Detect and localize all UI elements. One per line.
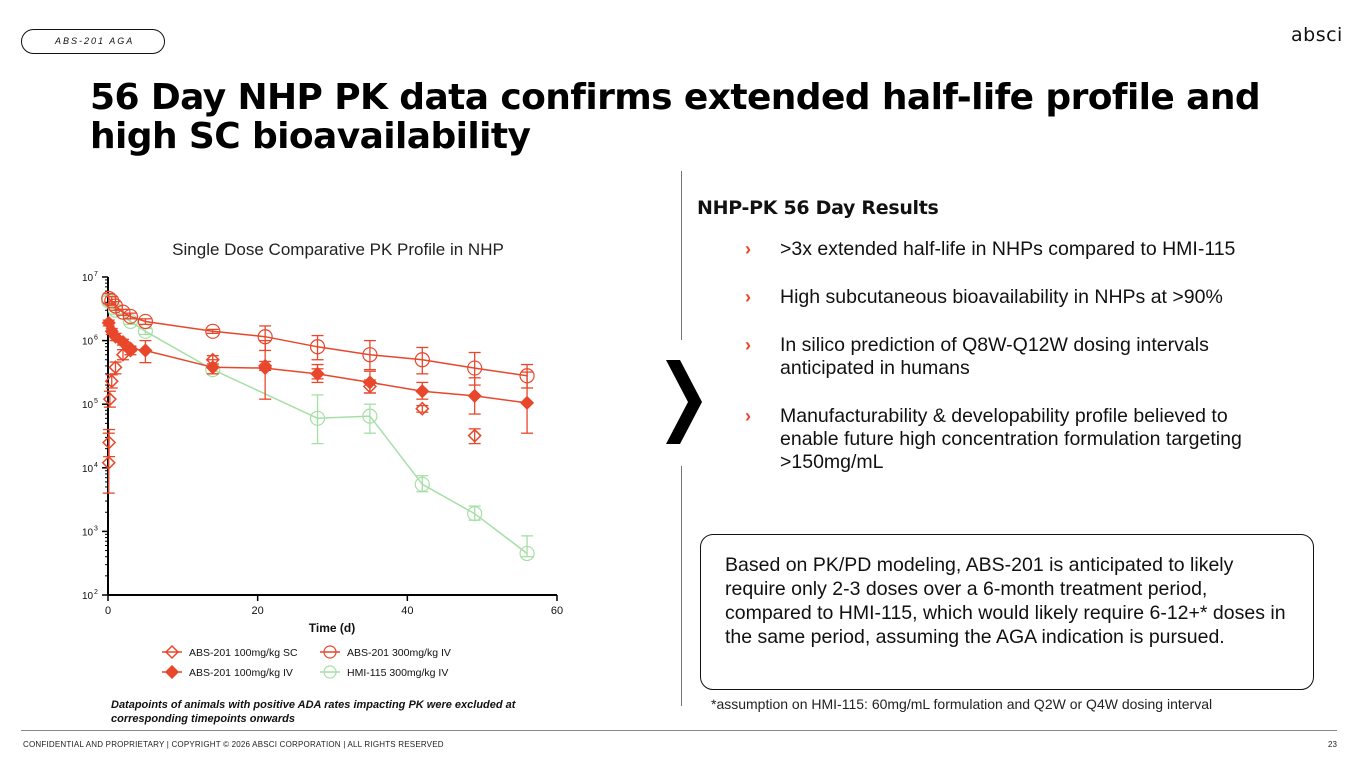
legend-item: ABS-201 100mg/kg SC xyxy=(162,644,298,660)
legend-marker xyxy=(323,645,337,659)
data-point xyxy=(309,339,326,355)
data-point xyxy=(108,360,123,375)
data-point xyxy=(414,476,430,492)
data-point xyxy=(519,545,535,562)
y-tick-label: 10 xyxy=(82,273,94,284)
data-point xyxy=(520,395,535,410)
data-point xyxy=(310,366,325,381)
y-tick-exponent: 6 xyxy=(94,335,98,342)
x-tick-label: 20 xyxy=(252,605,264,617)
legend-marker xyxy=(323,665,337,679)
data-point xyxy=(138,343,153,358)
pk-profile-chart: Single Dose Comparative PK Profile in NH… xyxy=(82,240,563,680)
chart-title: Single Dose Comparative PK Profile in NH… xyxy=(172,240,504,259)
data-point xyxy=(309,410,326,426)
data-point xyxy=(101,455,116,470)
footer-divider xyxy=(21,730,1337,731)
chart-series xyxy=(101,290,535,562)
results-heading: NHP-PK 56 Day Results xyxy=(697,197,939,219)
series-hmi-115-300mg-kg-iv xyxy=(101,293,535,562)
data-point xyxy=(104,374,119,389)
absci-logo: absci xyxy=(1291,24,1343,46)
data-point xyxy=(467,506,483,522)
data-point xyxy=(102,392,117,407)
data-point xyxy=(137,313,154,330)
data-point xyxy=(205,360,220,375)
results-list: › >3x extended half-life in NHPs compared… xyxy=(745,238,1245,499)
list-item: › >3x extended half-life in NHPs compared… xyxy=(745,238,1236,260)
data-point xyxy=(414,352,430,368)
divider-bottom xyxy=(681,466,682,706)
bullet-chevron-icon: › xyxy=(745,406,751,426)
data-point xyxy=(415,401,430,416)
legend-label: ABS-201 300mg/kg IV xyxy=(347,647,451,659)
x-tick-label: 0 xyxy=(105,605,111,617)
data-point xyxy=(123,341,138,356)
data-point xyxy=(115,304,131,320)
list-item: › High subcutaneous bioavailability in NH… xyxy=(745,286,1223,308)
y-tick-label: 10 xyxy=(82,337,94,348)
y-tick-exponent: 3 xyxy=(94,525,98,532)
data-point xyxy=(122,308,139,325)
bullet-chevron-icon: › xyxy=(745,239,751,259)
footer-text: CONFIDENTIAL AND PROPRIETARY | COPYRIGHT… xyxy=(23,740,444,749)
y-tick-label: 10 xyxy=(82,591,94,602)
x-axis-label: Time (d) xyxy=(309,621,355,635)
y-tick-exponent: 4 xyxy=(94,462,98,469)
series-abs-201-100mg-kg-iv xyxy=(101,315,535,434)
list-item: › Manufacturability & developability prof… xyxy=(745,405,1242,473)
data-point xyxy=(362,375,377,390)
page-title: 56 Day NHP PK data confirms extended hal… xyxy=(90,77,1261,157)
y-tick-exponent: 7 xyxy=(94,271,98,278)
data-point xyxy=(467,360,483,376)
x-tick-label: 60 xyxy=(551,605,563,617)
x-tick-label: 40 xyxy=(401,605,413,617)
y-tick-label: 10 xyxy=(82,400,94,411)
y-tick-label: 10 xyxy=(82,464,94,475)
list-item: › In silico prediction of Q8W-Q12W dosing… xyxy=(745,334,1209,379)
legend-item: ABS-201 300mg/kg IV xyxy=(320,645,451,659)
assumption-footnote: *assumption on HMI-115: 60mg/mL formulat… xyxy=(711,696,1213,712)
data-point xyxy=(205,323,221,339)
legend-marker xyxy=(164,664,180,680)
bullet-chevron-icon: › xyxy=(745,335,751,355)
modeling-callout: Based on PK/PD modeling, ABS-201 is anti… xyxy=(700,534,1314,690)
y-tick-exponent: 2 xyxy=(94,589,98,596)
data-point xyxy=(104,293,120,309)
data-point xyxy=(467,388,482,403)
y-tick-label: 10 xyxy=(82,527,94,538)
data-point xyxy=(467,428,482,443)
page-number: 23 xyxy=(1328,740,1337,749)
legend-item: ABS-201 100mg/kg IV xyxy=(162,664,293,680)
legend-label: ABS-201 100mg/kg SC xyxy=(189,647,298,659)
data-point xyxy=(115,334,131,350)
data-point xyxy=(258,361,273,376)
bullet-chevron-icon: › xyxy=(745,287,751,307)
y-tick-exponent: 5 xyxy=(94,398,98,405)
divider-top xyxy=(681,171,682,340)
chevron-right-icon xyxy=(666,360,702,444)
data-point xyxy=(102,435,117,450)
series-line xyxy=(107,322,528,404)
legend-label: HMI-115 300mg/kg IV xyxy=(347,667,448,679)
legend-label: ABS-201 100mg/kg IV xyxy=(189,667,293,679)
section-tag: ABS-201 AGA xyxy=(21,29,165,54)
data-point xyxy=(362,408,378,424)
legend-item: HMI-115 300mg/kg IV xyxy=(320,665,448,679)
chart-footnote: Datapoints of animals with positive ADA … xyxy=(111,699,516,725)
data-point xyxy=(415,384,430,399)
chart-axes: 10 710 610 510 410 310 20 20 40 60 xyxy=(82,271,563,617)
data-point xyxy=(362,347,378,363)
legend-marker xyxy=(164,644,180,660)
chart-legend: ABS-201 100mg/kg SC ABS-201 300mg/kg IV AB… xyxy=(162,644,451,680)
series-abs-201-300mg-kg-iv xyxy=(101,290,535,389)
